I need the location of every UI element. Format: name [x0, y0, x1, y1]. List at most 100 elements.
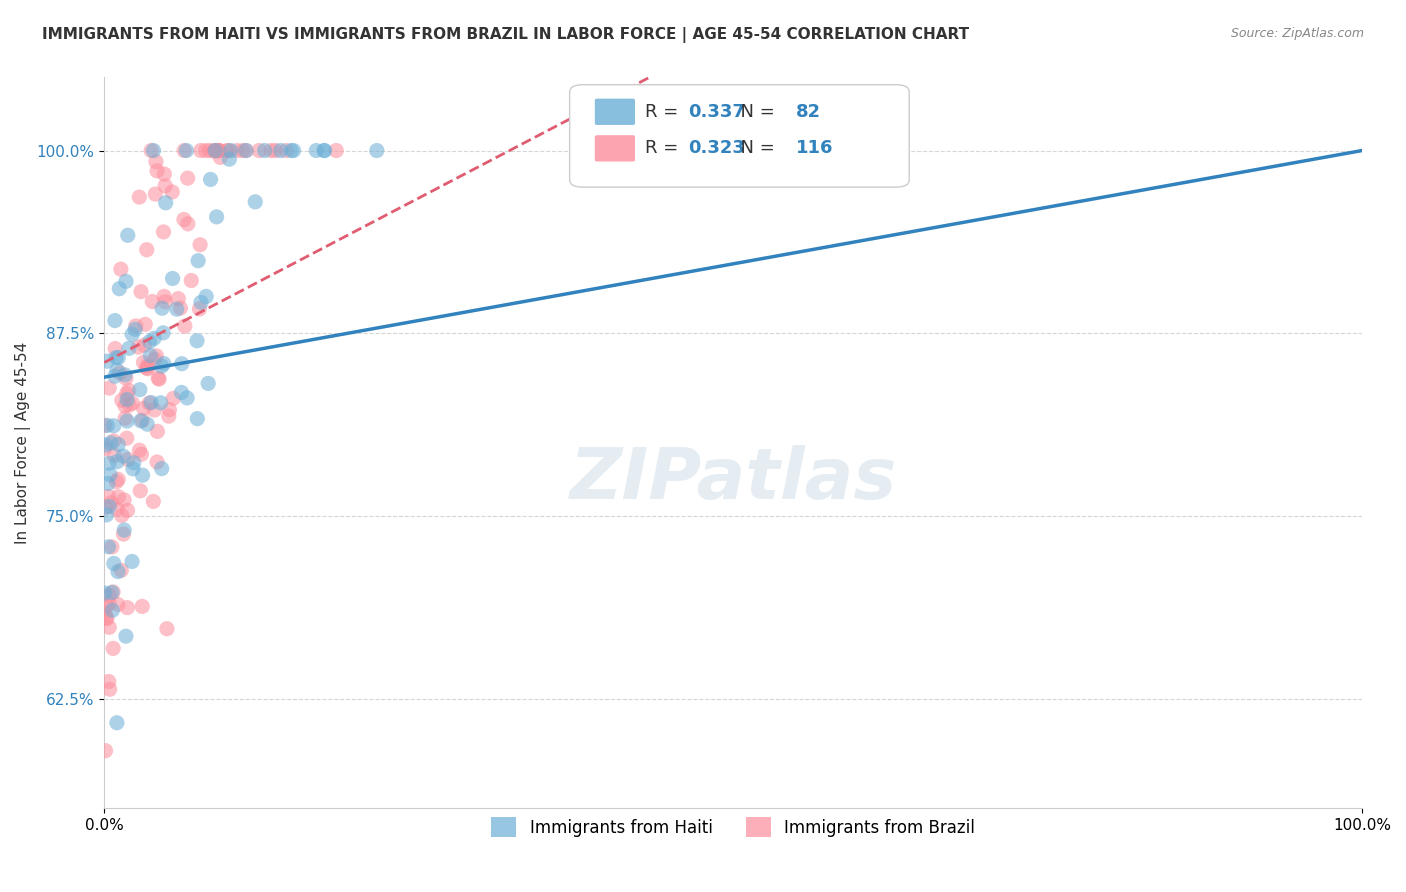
Immigrants from Haiti: [245, 194, 267, 209]
Immigrants from Brazil: [107, 598, 129, 612]
Immigrants from Haiti: [270, 144, 292, 158]
Immigrants from Brazil: [134, 318, 156, 332]
Immigrants from Haiti: [235, 144, 257, 158]
Immigrants from Haiti: [170, 385, 193, 400]
Immigrants from Brazil: [136, 359, 159, 373]
Text: Source: ZipAtlas.com: Source: ZipAtlas.com: [1230, 27, 1364, 40]
Immigrants from Brazil: [325, 144, 347, 158]
Immigrants from Brazil: [173, 319, 195, 334]
Immigrants from Brazil: [98, 682, 121, 697]
Immigrants from Haiti: [142, 144, 165, 158]
Immigrants from Haiti: [112, 523, 135, 537]
Y-axis label: In Labor Force | Age 45-54: In Labor Force | Age 45-54: [15, 342, 31, 544]
Immigrants from Haiti: [204, 144, 226, 158]
Immigrants from Brazil: [131, 447, 153, 461]
Immigrants from Brazil: [132, 355, 155, 369]
Immigrants from Brazil: [232, 144, 254, 158]
Immigrants from Haiti: [114, 368, 136, 382]
Immigrants from Haiti: [150, 301, 173, 316]
Immigrants from Brazil: [145, 154, 167, 169]
Immigrants from Brazil: [142, 494, 165, 508]
Immigrants from Brazil: [101, 585, 124, 599]
Immigrants from Haiti: [98, 500, 121, 514]
Immigrants from Haiti: [105, 715, 128, 730]
Immigrants from Haiti: [97, 540, 120, 554]
Immigrants from Brazil: [117, 452, 139, 467]
Immigrants from Brazil: [208, 144, 231, 158]
Immigrants from Haiti: [124, 322, 146, 336]
Immigrants from Brazil: [208, 144, 231, 158]
Immigrants from Haiti: [107, 437, 129, 451]
Text: 116: 116: [796, 139, 834, 157]
Immigrants from Brazil: [260, 144, 283, 158]
Immigrants from Brazil: [143, 187, 166, 202]
Immigrants from Brazil: [115, 386, 138, 401]
Immigrants from Haiti: [121, 554, 143, 568]
Immigrants from Brazil: [115, 371, 138, 385]
Immigrants from Haiti: [283, 144, 305, 158]
Immigrants from Haiti: [103, 418, 125, 433]
Immigrants from Brazil: [93, 418, 115, 433]
Immigrants from Brazil: [103, 434, 125, 448]
Immigrants from Brazil: [104, 342, 127, 356]
Immigrants from Brazil: [235, 144, 257, 158]
Immigrants from Brazil: [180, 273, 202, 287]
Immigrants from Haiti: [136, 417, 159, 432]
Immigrants from Brazil: [128, 443, 150, 458]
Immigrants from Brazil: [148, 371, 170, 385]
Immigrants from Haiti: [104, 369, 127, 384]
Immigrants from Brazil: [132, 401, 155, 416]
Immigrants from Haiti: [195, 289, 218, 303]
Immigrants from Brazil: [118, 384, 141, 398]
Immigrants from Brazil: [127, 340, 149, 354]
Immigrants from Haiti: [101, 585, 124, 599]
Immigrants from Haiti: [205, 210, 228, 224]
Immigrants from Haiti: [186, 411, 208, 425]
Immigrants from Brazil: [135, 243, 157, 257]
Immigrants from Brazil: [111, 393, 134, 408]
Immigrants from Brazil: [157, 409, 180, 424]
Immigrants from Brazil: [194, 144, 217, 158]
Immigrants from Brazil: [117, 503, 139, 517]
Immigrants from Haiti: [107, 351, 129, 365]
Immigrants from Haiti: [197, 376, 219, 391]
FancyBboxPatch shape: [595, 136, 636, 161]
Immigrants from Haiti: [253, 144, 276, 158]
Immigrants from Brazil: [141, 144, 163, 158]
Immigrants from Brazil: [96, 611, 118, 625]
Immigrants from Brazil: [209, 150, 232, 164]
Immigrants from Haiti: [190, 295, 212, 310]
Immigrants from Brazil: [152, 225, 174, 239]
Immigrants from Brazil: [141, 294, 163, 309]
Immigrants from Brazil: [108, 366, 131, 380]
Immigrants from Haiti: [122, 456, 145, 470]
Text: IMMIGRANTS FROM HAITI VS IMMIGRANTS FROM BRAZIL IN LABOR FORCE | AGE 45-54 CORRE: IMMIGRANTS FROM HAITI VS IMMIGRANTS FROM…: [42, 27, 969, 43]
Text: N =: N =: [730, 103, 780, 120]
Immigrants from Haiti: [150, 461, 173, 475]
Immigrants from Brazil: [136, 361, 159, 376]
Immigrants from Haiti: [104, 313, 127, 327]
Immigrants from Haiti: [314, 144, 336, 158]
Immigrants from Haiti: [219, 144, 242, 158]
Immigrants from Brazil: [121, 396, 143, 410]
Immigrants from Haiti: [93, 586, 115, 600]
Immigrants from Brazil: [93, 442, 115, 456]
Immigrants from Haiti: [218, 152, 240, 166]
Immigrants from Brazil: [110, 262, 132, 277]
Immigrants from Brazil: [129, 483, 152, 498]
Immigrants from Haiti: [115, 274, 138, 288]
Immigrants from Haiti: [366, 144, 388, 158]
Immigrants from Haiti: [187, 253, 209, 268]
Immigrants from Brazil: [97, 674, 120, 689]
Immigrants from Brazil: [118, 398, 141, 412]
Immigrants from Brazil: [177, 217, 200, 231]
Immigrants from Brazil: [217, 144, 239, 158]
Immigrants from Haiti: [312, 144, 335, 158]
Immigrants from Brazil: [143, 352, 166, 367]
Immigrants from Haiti: [305, 144, 328, 158]
Immigrants from Brazil: [115, 431, 138, 445]
Immigrants from Brazil: [107, 472, 129, 486]
Text: R =: R =: [645, 103, 685, 120]
Immigrants from Haiti: [149, 396, 172, 410]
Immigrants from Haiti: [115, 414, 138, 428]
